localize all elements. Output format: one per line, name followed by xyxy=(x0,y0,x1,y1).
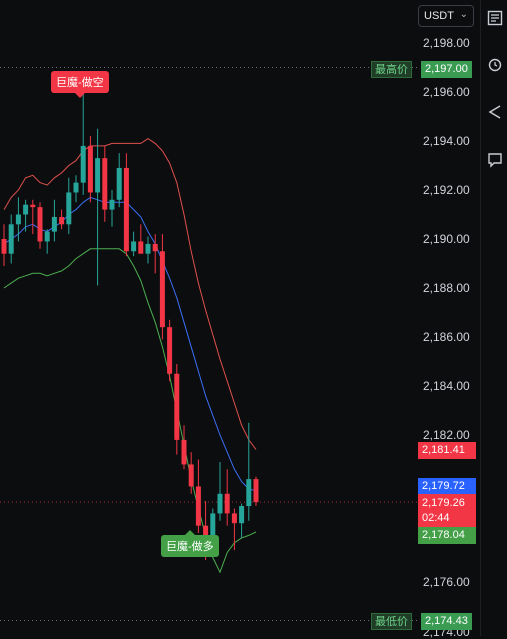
indicator-icon[interactable] xyxy=(487,10,503,26)
candle-body xyxy=(80,145,86,183)
candle-body xyxy=(44,231,50,242)
candle-body xyxy=(23,204,29,215)
candle-body xyxy=(224,493,230,514)
upper-band-tag: 2,181.41 xyxy=(418,442,476,459)
candle-body xyxy=(59,216,65,225)
candle-body xyxy=(145,243,151,254)
drawing-icon[interactable] xyxy=(487,104,503,120)
price-tick: 2,194.00 xyxy=(423,134,470,148)
candle-body xyxy=(131,241,137,252)
alarm-icon[interactable] xyxy=(487,56,503,72)
candle-body xyxy=(152,243,158,252)
candle-body xyxy=(15,214,21,225)
price-tick: 2,186.00 xyxy=(423,330,470,344)
candle-body xyxy=(181,439,187,465)
high-price-value: 2,197.00 xyxy=(421,61,472,78)
candle-body xyxy=(51,216,57,232)
currency-label: USDT xyxy=(424,10,454,22)
last-price-value: 2,179.26 xyxy=(422,497,465,509)
candle-body xyxy=(253,479,259,503)
candle-body xyxy=(37,207,43,242)
candle-body xyxy=(246,479,252,507)
low-price-value: 2,174.43 xyxy=(421,613,472,630)
comment-icon[interactable] xyxy=(487,152,503,168)
price-tick: 2,184.00 xyxy=(423,379,470,393)
candle-body xyxy=(1,239,7,254)
candle-body xyxy=(123,167,129,252)
candle-body xyxy=(188,464,194,487)
candle-body xyxy=(109,199,115,210)
candle-body xyxy=(87,145,93,193)
right-toolbar xyxy=(480,0,507,636)
upper-band-line xyxy=(3,137,257,450)
candle-body xyxy=(8,224,14,254)
candle-body xyxy=(195,486,201,526)
price-tick: 2,198.00 xyxy=(423,36,470,50)
ma-value-tag: 2,179.72 xyxy=(418,478,476,495)
candle-body xyxy=(102,158,108,210)
price-tick: 2,196.00 xyxy=(423,85,470,99)
sell-signal-marker[interactable]: 巨魔-做空 xyxy=(51,71,109,98)
candle-body xyxy=(167,327,173,374)
price-tick: 2,182.00 xyxy=(423,428,470,442)
lower-band-line xyxy=(3,248,257,574)
price-tick: 2,192.00 xyxy=(423,183,470,197)
candle-body xyxy=(159,251,165,328)
candle-body xyxy=(138,241,144,254)
countdown-timer: 02:44 xyxy=(422,512,450,524)
candle-body xyxy=(239,506,245,524)
candle-body xyxy=(116,167,122,200)
price-tick: 2,190.00 xyxy=(423,232,470,246)
last-price-tag: 2,179.26 02:44 xyxy=(418,494,476,530)
high-price-label: 最高价 xyxy=(371,61,412,78)
candle-body xyxy=(210,513,216,546)
buy-signal-marker[interactable]: 巨魔-做多 xyxy=(161,530,219,557)
low-price-label: 最低价 xyxy=(371,613,412,630)
candle-body xyxy=(66,192,72,225)
price-tick: 2,176.00 xyxy=(423,575,470,589)
currency-selector[interactable]: USDT ⌄ xyxy=(418,5,474,27)
middle-band-line xyxy=(3,196,257,492)
candle-body xyxy=(73,182,79,193)
candle-body xyxy=(231,513,237,524)
price-tick: 2,188.00 xyxy=(423,281,470,295)
candle-body xyxy=(217,493,223,514)
candle-body xyxy=(95,158,101,193)
chevron-down-icon: ⌄ xyxy=(459,9,468,20)
candle-body xyxy=(174,373,180,440)
lower-band-tag: 2,178.04 xyxy=(418,527,476,544)
candle-body xyxy=(30,204,36,208)
